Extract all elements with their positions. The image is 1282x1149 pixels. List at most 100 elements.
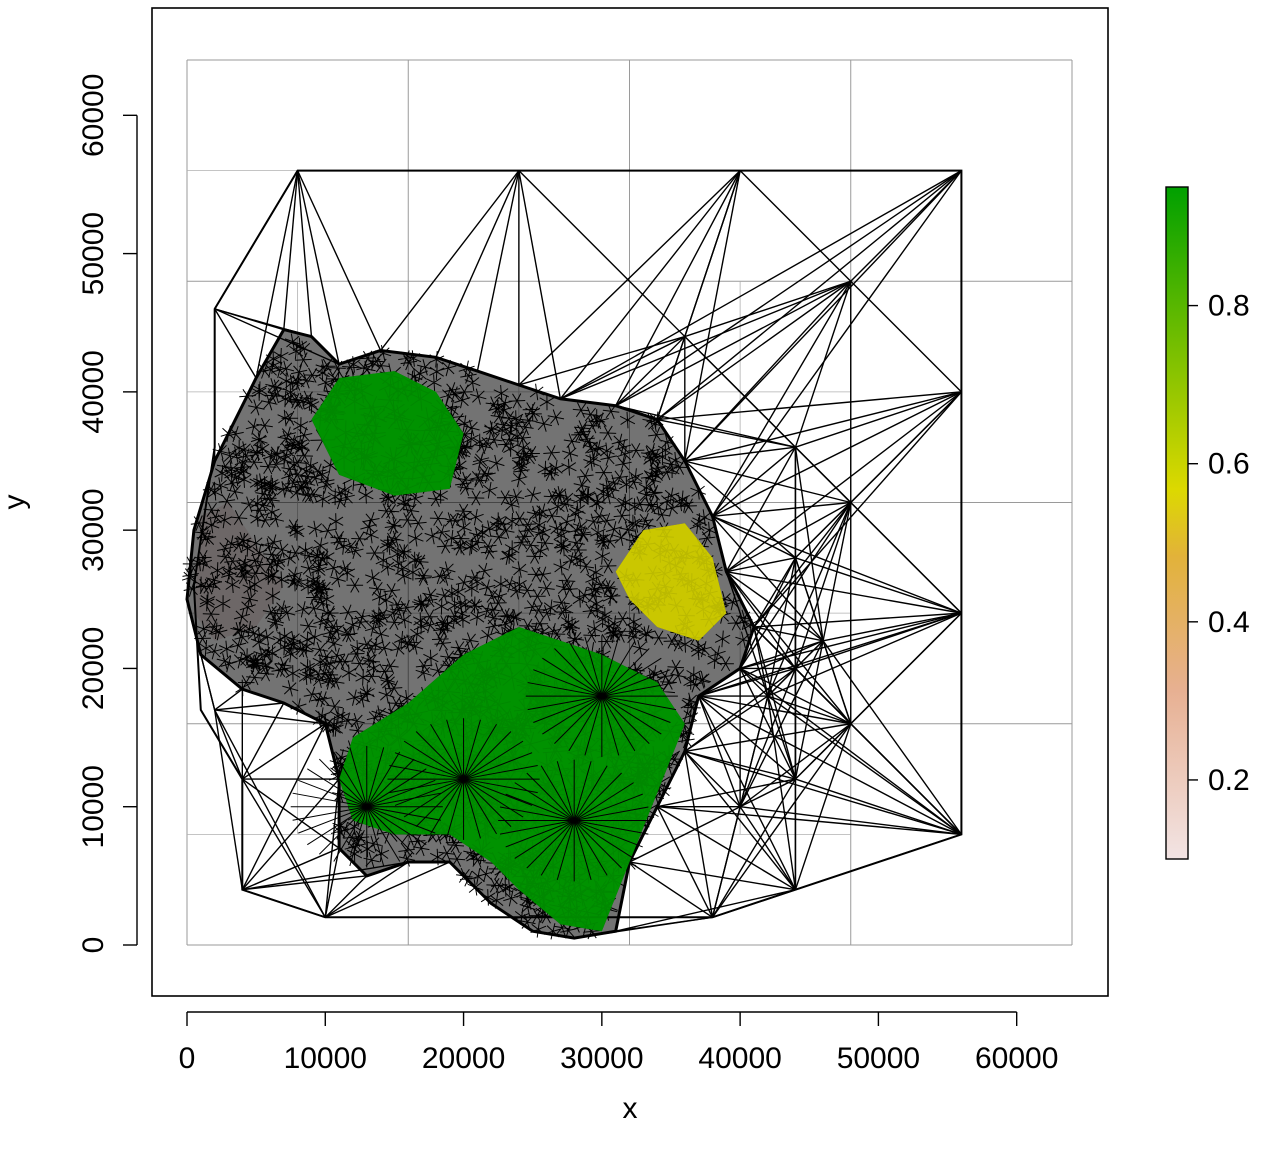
triangle-mesh: [181, 169, 963, 940]
mesh-edge: [684, 446, 796, 462]
mesh-edge: [684, 280, 851, 338]
fan-edge: [573, 820, 634, 859]
mesh-edge: [656, 280, 852, 421]
mesh-edge: [711, 695, 769, 918]
fan-edge: [366, 751, 401, 807]
mesh-edge: [795, 391, 962, 448]
fan-edge: [292, 806, 367, 821]
mesh-edge: [850, 170, 962, 282]
fan-edge: [403, 740, 464, 780]
mesh-edge: [697, 695, 741, 807]
mesh-edge: [684, 280, 852, 462]
fan-edge: [574, 806, 649, 822]
fan-edge: [366, 806, 401, 862]
mesh-edge: [739, 640, 824, 808]
mesh-edge: [767, 695, 797, 890]
mesh-edge: [794, 640, 824, 669]
y-tick-label: 30000: [77, 488, 110, 571]
mesh-edge: [324, 778, 340, 918]
mesh-edge: [684, 460, 851, 504]
mesh-edge: [712, 515, 796, 559]
fan-edge: [298, 806, 367, 834]
mesh-edge: [725, 571, 852, 725]
fan-edge: [463, 719, 481, 780]
fan-edge: [463, 778, 497, 835]
mesh-edge: [767, 695, 962, 835]
fan-edge: [389, 765, 464, 780]
fan-edge: [574, 793, 643, 822]
mesh-edge: [753, 626, 824, 642]
mesh-edge: [518, 170, 741, 386]
fan-edge: [542, 657, 603, 697]
mesh-edge: [615, 170, 962, 407]
fan-edge: [318, 758, 368, 808]
mesh-edge: [753, 612, 962, 628]
mesh-edge: [518, 335, 686, 386]
mesh-edge: [725, 571, 824, 642]
mesh-edge: [324, 861, 451, 918]
fan-edge: [366, 758, 415, 808]
mesh-edge: [794, 281, 852, 448]
fan-edge: [526, 772, 575, 821]
fan-edge: [527, 682, 602, 697]
mesh-edge: [214, 709, 326, 725]
mesh-edge: [296, 170, 313, 337]
y-tick-label: 40000: [77, 350, 110, 433]
mesh-edge: [767, 667, 796, 697]
fan-edge: [505, 820, 575, 848]
mesh-edge: [753, 502, 852, 628]
mesh-edge: [698, 695, 796, 780]
mesh-edge: [698, 695, 851, 725]
mesh-edge: [296, 170, 382, 351]
colorbar-tick-label: 0.6: [1208, 448, 1250, 481]
mesh-edge: [712, 391, 962, 517]
mesh-edge: [740, 806, 962, 836]
mesh-edge: [725, 391, 962, 573]
fan-edge: [298, 779, 367, 808]
fan-edge: [463, 740, 524, 780]
fan-edge: [394, 778, 464, 806]
y-tick-label: 0: [77, 937, 110, 954]
mesh-edge: [684, 460, 796, 559]
fan-edge: [601, 641, 636, 697]
mesh-edge: [684, 391, 962, 462]
fan-edge: [568, 695, 603, 752]
fan-edge: [514, 782, 575, 821]
mesh-edge: [794, 723, 852, 780]
y-tick-label: 60000: [77, 74, 110, 157]
colorbar-gradient: [1165, 186, 1189, 860]
fan-edge: [366, 806, 442, 821]
fan-edge: [527, 695, 602, 711]
fan-edge: [415, 778, 464, 827]
mesh-edge: [753, 626, 796, 669]
mesh-edge: [283, 170, 299, 330]
mesh-edge: [739, 667, 962, 835]
fan-edge: [349, 806, 368, 867]
mesh-edge: [739, 806, 797, 891]
mesh-edge: [726, 557, 796, 573]
fan-edge: [505, 793, 575, 822]
fan-edge: [573, 820, 592, 881]
mesh-edge: [684, 336, 852, 503]
mesh-edge: [739, 723, 852, 808]
colorbar-tick-label: 0.4: [1208, 606, 1250, 639]
mesh-edge: [767, 502, 852, 697]
region-overlay-north-green: [311, 371, 464, 496]
mesh-edge: [725, 446, 797, 572]
fan-edge: [499, 806, 575, 822]
x-tick-label: 30000: [560, 1042, 643, 1075]
x-tick-label: 0: [179, 1042, 196, 1075]
fan-edge: [430, 778, 464, 835]
mesh-edge: [850, 502, 962, 614]
fan-edge: [366, 779, 436, 808]
mesh-edge: [560, 335, 686, 400]
fan-edge: [366, 792, 442, 808]
fan-edge: [601, 695, 662, 735]
fan-edge: [526, 820, 575, 869]
mesh-edge: [795, 778, 962, 836]
mesh-edge: [684, 695, 769, 752]
x-tick-label: 50000: [837, 1042, 920, 1075]
colorbar-tick-label: 0.8: [1208, 290, 1250, 323]
y-axis-label: y: [0, 495, 31, 510]
fan-edge: [573, 761, 592, 821]
